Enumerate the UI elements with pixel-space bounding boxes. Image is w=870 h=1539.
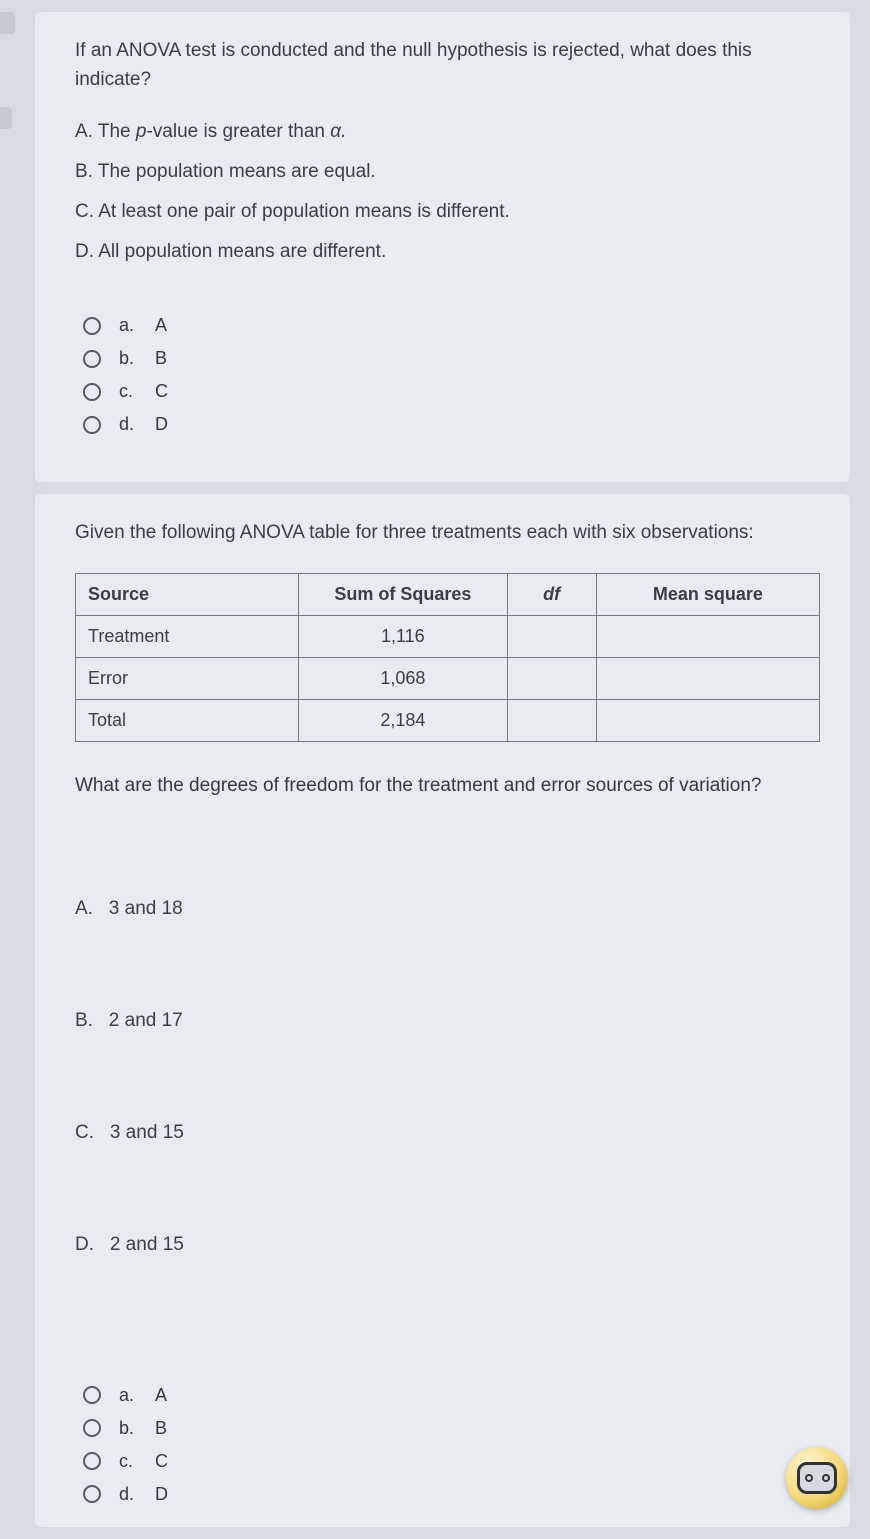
option-letter: a. [119, 1385, 143, 1406]
option-label: A [155, 1385, 167, 1406]
q2-options: a. A b. B c. C d. D [83, 1385, 820, 1505]
q2-option-a[interactable]: a. A [83, 1385, 820, 1406]
q2-choice-c: C. 3 and 15 [75, 1115, 820, 1151]
option-letter: d. [119, 414, 143, 435]
chatbot-icon[interactable] [786, 1447, 848, 1509]
radio-icon [83, 416, 101, 434]
option-letter: d. [119, 1484, 143, 1505]
bot-eye-icon [805, 1474, 813, 1482]
radio-icon [83, 350, 101, 368]
option-label: B [155, 1418, 167, 1439]
th-source: Source [76, 573, 299, 615]
q2-option-b[interactable]: b. B [83, 1418, 820, 1439]
q2-choices: A. 3 and 18 B. 2 and 17 C. 3 and 15 D. 2… [75, 818, 820, 1339]
option-label: D [155, 414, 168, 435]
q2-option-c[interactable]: c. C [83, 1451, 820, 1472]
radio-icon [83, 1419, 101, 1437]
cell-ss: 1,068 [299, 657, 507, 699]
cell-source: Error [76, 657, 299, 699]
radio-icon [83, 1452, 101, 1470]
table-row: Total 2,184 [76, 699, 820, 741]
q1-option-b[interactable]: b. B [83, 348, 820, 369]
cell-df [507, 615, 596, 657]
option-label: C [155, 381, 168, 402]
q1-choice-c: C. At least one pair of population means… [75, 194, 820, 230]
left-edge-tab-2 [0, 107, 12, 129]
q2-choice-b: B. 2 and 17 [75, 1003, 820, 1039]
th-df: df [507, 573, 596, 615]
q1-choices: A. The p-value is greater than α. B. The… [75, 114, 820, 270]
question-card-1: If an ANOVA test is conducted and the nu… [35, 12, 850, 482]
table-header-row: Source Sum of Squares df Mean square [76, 573, 820, 615]
q1-option-d[interactable]: d. D [83, 414, 820, 435]
q2-option-d[interactable]: d. D [83, 1484, 820, 1505]
table-row: Treatment 1,116 [76, 615, 820, 657]
bot-face-icon [797, 1462, 837, 1494]
radio-icon [83, 317, 101, 335]
q2-choice-d: D. 2 and 15 [75, 1227, 820, 1263]
cell-ss: 2,184 [299, 699, 507, 741]
option-label: B [155, 348, 167, 369]
option-label: D [155, 1484, 168, 1505]
cell-ms [596, 657, 819, 699]
cell-ms [596, 699, 819, 741]
left-edge-tab [0, 12, 15, 34]
anova-table: Source Sum of Squares df Mean square Tre… [75, 573, 820, 742]
option-label: C [155, 1451, 168, 1472]
radio-icon [83, 1485, 101, 1503]
cell-df [507, 657, 596, 699]
q2-prompt: Given the following ANOVA table for thre… [75, 519, 820, 548]
q2-sub-question: What are the degrees of freedom for the … [75, 772, 820, 801]
th-ms: Mean square [596, 573, 819, 615]
cell-source: Treatment [76, 615, 299, 657]
option-letter: b. [119, 1418, 143, 1439]
q1-prompt: If an ANOVA test is conducted and the nu… [75, 37, 820, 94]
q1-choice-a: A. The p-value is greater than α. [75, 114, 820, 150]
option-letter: a. [119, 315, 143, 336]
q1-option-c[interactable]: c. C [83, 381, 820, 402]
cell-ms [596, 615, 819, 657]
option-label: A [155, 315, 167, 336]
cell-df [507, 699, 596, 741]
q2-choice-a: A. 3 and 18 [75, 891, 820, 927]
cell-ss: 1,116 [299, 615, 507, 657]
q1-choice-b: B. The population means are equal. [75, 154, 820, 190]
q1-option-a[interactable]: a. A [83, 315, 820, 336]
cell-source: Total [76, 699, 299, 741]
option-letter: c. [119, 381, 143, 402]
option-letter: c. [119, 1451, 143, 1472]
q1-choice-d: D. All population means are different. [75, 234, 820, 270]
q1-options: a. A b. B c. C d. D [83, 315, 820, 435]
radio-icon [83, 383, 101, 401]
radio-icon [83, 1386, 101, 1404]
th-ss: Sum of Squares [299, 573, 507, 615]
question-card-2: Given the following ANOVA table for thre… [35, 494, 850, 1526]
table-row: Error 1,068 [76, 657, 820, 699]
bot-eye-icon [822, 1474, 830, 1482]
option-letter: b. [119, 348, 143, 369]
